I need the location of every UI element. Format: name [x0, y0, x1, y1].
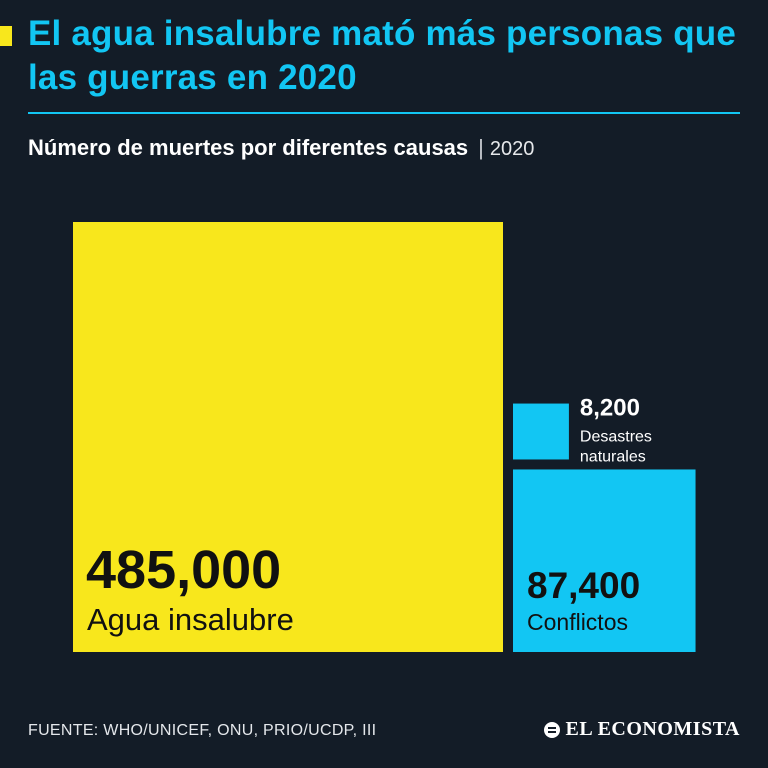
subtitle-year: 2020: [489, 138, 535, 160]
logo-icon: [543, 721, 560, 738]
chart-subtitle: Número de muertes por diferentes causas |…: [28, 134, 534, 163]
square-desastres-naturales: [513, 403, 569, 460]
title-divider: [28, 112, 740, 114]
title-accent-bar: [0, 26, 12, 46]
square-agua-insalubre: [73, 222, 503, 652]
source-note: FUENTE: WHO/UNICEF, ONU, PRIO/UCDP, III: [28, 722, 377, 739]
publisher-logo: EL ECONOMISTA: [543, 718, 741, 741]
category-label-conflictos: Conflictos: [527, 609, 628, 635]
subtitle-text: Número de muertes por diferentes causas: [28, 135, 469, 160]
page-title: El agua insalubre mató más personas que …: [28, 14, 737, 97]
square-conflictos: [513, 469, 696, 652]
value-label-desastres-naturales: 8,200: [580, 395, 640, 422]
category-label-agua-insalubre: Agua insalubre: [87, 602, 294, 637]
category-label-desastres-naturales-line-2: naturales: [580, 449, 646, 466]
category-label-desastres-naturales-line-1: Desastres: [580, 429, 652, 446]
logo-text: EL ECONOMISTA: [565, 718, 740, 740]
subtitle-separator: |: [478, 135, 484, 160]
value-label-conflictos: 87,400: [527, 565, 640, 606]
value-label-agua-insalubre: 485,000: [86, 540, 281, 600]
